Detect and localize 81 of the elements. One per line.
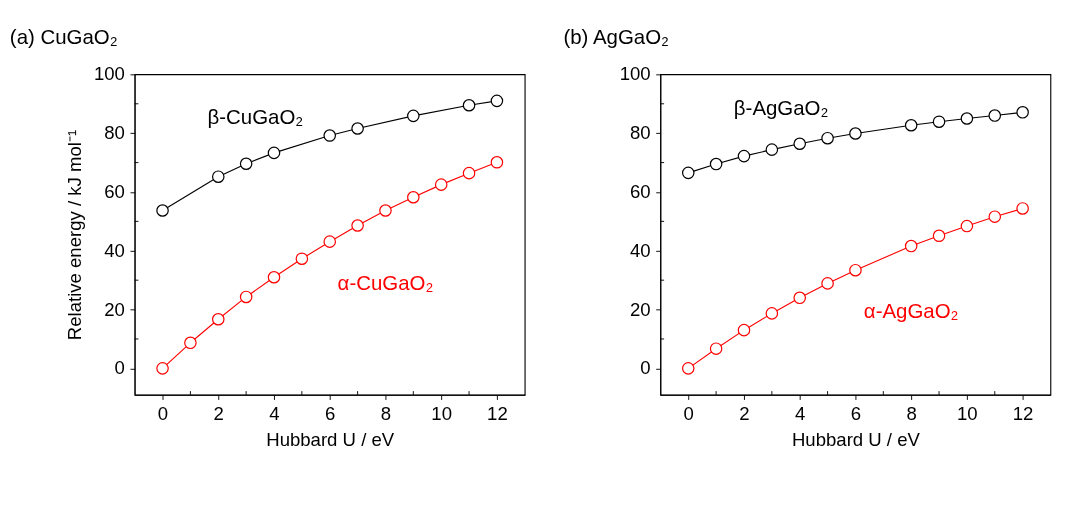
point xyxy=(295,252,309,265)
point xyxy=(737,323,751,337)
x-tick-label: 0 xyxy=(157,403,169,425)
point xyxy=(156,362,169,375)
point xyxy=(490,94,504,108)
point xyxy=(211,170,225,183)
y-tick-label: 80 xyxy=(629,122,651,144)
point xyxy=(211,312,225,326)
point xyxy=(960,112,974,125)
point xyxy=(379,204,392,217)
point xyxy=(462,98,476,112)
point xyxy=(849,127,862,140)
point xyxy=(709,157,723,171)
point xyxy=(932,229,946,243)
y-tick-label: 0 xyxy=(114,357,125,379)
point xyxy=(737,149,751,163)
point xyxy=(156,204,169,217)
point xyxy=(793,291,807,305)
point xyxy=(793,137,807,151)
y-tick-label: 60 xyxy=(629,181,651,203)
point xyxy=(904,239,918,253)
point xyxy=(462,166,476,180)
point xyxy=(960,219,974,233)
point xyxy=(821,131,834,145)
point xyxy=(681,166,695,180)
point xyxy=(932,115,946,128)
x-tick-label: 12 xyxy=(487,403,508,425)
x-tick-label: 6 xyxy=(325,403,336,425)
point xyxy=(490,156,504,169)
x-tick-label: 12 xyxy=(1012,403,1034,425)
chart-title: (a) CuGaO₂ xyxy=(9,25,118,48)
point xyxy=(904,118,918,132)
y-tick-label: 0 xyxy=(640,357,651,379)
point xyxy=(239,290,253,304)
point xyxy=(821,277,834,290)
x-tick-label: 8 xyxy=(380,403,392,425)
point xyxy=(323,129,337,142)
y-tick-label: 20 xyxy=(629,298,651,320)
y-tick-label: 40 xyxy=(104,239,125,261)
x-axis-title: Hubbard U / eV xyxy=(266,429,395,451)
y-tick-label: 40 xyxy=(629,239,651,261)
x-tick-label: 2 xyxy=(213,403,224,425)
point xyxy=(407,190,420,204)
y-axis-title: Relative energy / kJ mol⁻¹ xyxy=(63,129,85,341)
x-tick-label: 0 xyxy=(683,403,694,425)
point xyxy=(267,270,281,284)
x-tick-label: 8 xyxy=(906,403,917,425)
y-tick-label: 100 xyxy=(619,63,651,85)
point xyxy=(434,178,448,191)
point xyxy=(1016,106,1029,119)
y-tick-label: 20 xyxy=(104,298,125,320)
point xyxy=(267,146,281,160)
x-tick-label: 10 xyxy=(431,403,452,425)
y-tick-label: 80 xyxy=(104,122,125,144)
point xyxy=(988,210,1002,223)
point xyxy=(239,157,253,171)
point xyxy=(988,109,1002,122)
point xyxy=(351,219,364,232)
x-tick-label: 4 xyxy=(795,403,806,425)
series-label: α-CuGaO₂ xyxy=(337,271,434,294)
y-tick-label: 60 xyxy=(104,181,125,203)
point xyxy=(323,235,337,248)
point xyxy=(184,336,197,350)
point xyxy=(681,362,695,375)
x-tick-label: 2 xyxy=(739,403,750,425)
point xyxy=(765,307,779,320)
x-axis-title: Hubbard U / eV xyxy=(791,429,921,451)
series-label: α-AgGaO₂ xyxy=(863,300,959,323)
x-tick-label: 4 xyxy=(269,403,280,425)
series-label: β-CuGaO₂ xyxy=(207,106,304,129)
x-tick-label: 10 xyxy=(957,403,978,425)
y-tick-label: 100 xyxy=(93,63,125,85)
point xyxy=(1016,202,1029,215)
chart-title: (b) AgGaO₂ xyxy=(563,25,669,48)
series-label: β-AgGaO₂ xyxy=(733,96,829,119)
point xyxy=(765,143,779,156)
point xyxy=(351,122,364,135)
point xyxy=(849,263,862,277)
point xyxy=(709,342,723,355)
x-tick-label: 6 xyxy=(850,403,862,425)
point xyxy=(407,109,420,123)
